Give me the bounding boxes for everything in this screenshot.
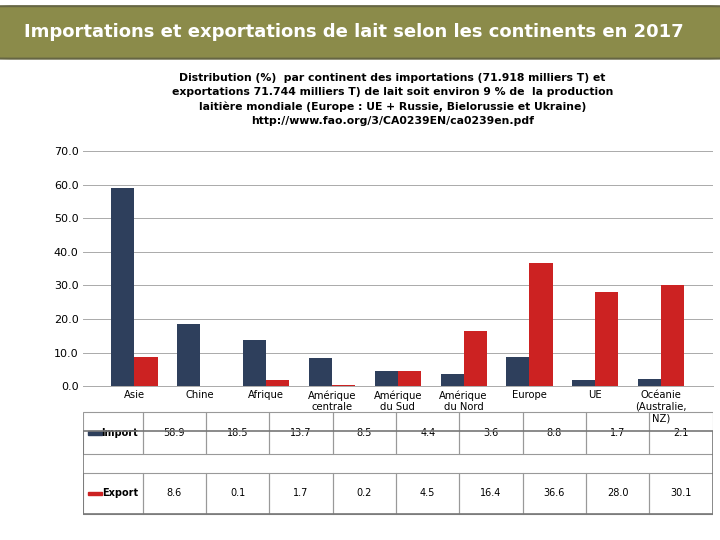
Bar [83, 431, 713, 514]
Bar [523, 473, 586, 514]
Text: 1.7: 1.7 [610, 428, 626, 438]
Bar [649, 412, 713, 454]
Text: 1.7: 1.7 [293, 489, 309, 498]
Bar [269, 473, 333, 514]
Bar [459, 412, 523, 454]
Bar [177, 324, 200, 386]
Bar [459, 473, 523, 514]
Bar [396, 473, 459, 514]
Text: 2.1: 2.1 [673, 428, 689, 438]
Text: 4.5: 4.5 [420, 489, 436, 498]
Bar [333, 412, 396, 454]
Bar [206, 412, 269, 454]
Bar [586, 412, 649, 454]
Text: Importations et exportations de lait selon les continents en 2017: Importations et exportations de lait sel… [24, 23, 684, 42]
Bar [649, 473, 713, 514]
Text: 30.1: 30.1 [670, 489, 692, 498]
Bar [143, 412, 206, 454]
Bar [112, 188, 135, 386]
Bar [135, 357, 158, 386]
Bar [83, 412, 143, 454]
Bar [333, 473, 396, 514]
Bar [206, 473, 269, 514]
Bar [88, 431, 102, 435]
FancyBboxPatch shape [0, 6, 720, 59]
Bar [269, 412, 333, 454]
Bar [243, 340, 266, 386]
Text: 58.9: 58.9 [163, 428, 185, 438]
Bar [83, 473, 143, 514]
Bar [143, 473, 206, 514]
Bar [523, 412, 586, 454]
Text: 36.6: 36.6 [544, 489, 565, 498]
Bar [374, 372, 397, 386]
Text: Import: Import [102, 428, 138, 438]
Text: 0.1: 0.1 [230, 489, 246, 498]
Text: 0.2: 0.2 [356, 489, 372, 498]
Bar [266, 380, 289, 386]
Bar [396, 412, 459, 454]
Bar [309, 357, 332, 386]
Bar [595, 292, 618, 386]
Text: 8.8: 8.8 [546, 428, 562, 438]
Text: 8.5: 8.5 [356, 428, 372, 438]
Text: 3.6: 3.6 [483, 428, 499, 438]
Bar [572, 380, 595, 386]
Text: 8.6: 8.6 [167, 489, 182, 498]
Bar [506, 356, 529, 386]
Bar [441, 374, 464, 386]
Text: Export: Export [102, 489, 138, 498]
Bar [661, 285, 684, 386]
Text: Distribution (%)  par continent des importations (71.918 milliers T) et
exportat: Distribution (%) par continent des impor… [171, 73, 613, 126]
Text: 13.7: 13.7 [290, 428, 312, 438]
Text: 4.4: 4.4 [420, 428, 436, 438]
Bar [88, 491, 102, 495]
Bar [464, 331, 487, 386]
Bar [638, 379, 661, 386]
Bar [529, 264, 552, 386]
Bar [397, 371, 421, 386]
Text: 16.4: 16.4 [480, 489, 502, 498]
Text: 28.0: 28.0 [607, 489, 629, 498]
Bar [586, 473, 649, 514]
Text: 18.5: 18.5 [227, 428, 248, 438]
